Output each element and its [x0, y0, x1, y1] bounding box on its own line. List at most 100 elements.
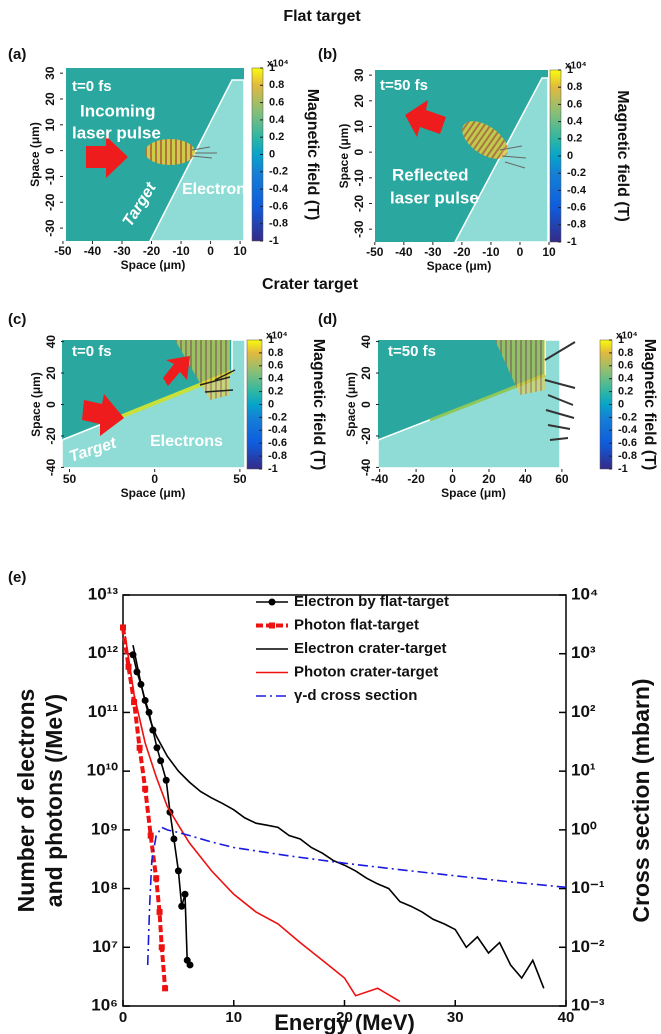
y2-tick-label: 10⁻³: [571, 995, 605, 1014]
colorbar-tick-label: -0.8: [269, 218, 288, 230]
y-tick-label: 30: [43, 66, 57, 80]
panel-label: (c): [8, 311, 26, 328]
panel-label: (b): [318, 46, 337, 63]
colorbar-scale: x10⁴: [565, 61, 587, 72]
colorbar-tick-label: 0.2: [268, 386, 283, 398]
field-image: [375, 70, 549, 243]
y-tick-label: -20: [44, 427, 58, 445]
section-title: Crater target: [262, 276, 359, 293]
x-axis-label: Space (μm): [121, 486, 186, 500]
annotation: Electron: [182, 181, 246, 198]
annotation: Reflected: [392, 165, 469, 184]
colorbar-tick-label: -0.4: [269, 183, 289, 195]
colorbar-label: Magnetic field (T): [310, 339, 327, 471]
colorbar-tick-label: 1: [268, 334, 274, 346]
marker: [156, 908, 163, 915]
section-title: Flat target: [283, 8, 361, 25]
panel-label: (d): [318, 311, 337, 328]
y2-tick-label: 10⁻²: [571, 937, 605, 956]
colorbar-tick-label: -0.8: [268, 450, 287, 462]
colorbar-tick-label: -0.6: [268, 437, 287, 449]
y-tick-label: -20: [359, 427, 373, 445]
x-tick-label: -50: [54, 244, 72, 258]
colorbar-tick-label: 0.4: [269, 114, 285, 126]
legend-label: Electron crater-target: [294, 640, 447, 657]
colorbar-tick-label: -1: [269, 235, 279, 247]
marker: [131, 699, 138, 706]
marker: [157, 757, 165, 765]
colorbar-tick-label: 1: [269, 62, 275, 74]
series-line: [121, 627, 168, 989]
y-tick-label: 10¹²: [88, 643, 119, 662]
colorbar-tick-label: 0.8: [567, 81, 582, 93]
marker: [174, 867, 182, 875]
y-tick-label: 0: [43, 147, 57, 154]
x-tick-label: 0: [207, 244, 214, 258]
y-tick-label: 0: [359, 401, 373, 408]
colorbar-tick-label: -0.2: [567, 167, 586, 179]
colorbar-label: Magnetic field (T): [614, 90, 631, 222]
series-line: [124, 635, 401, 1003]
x-tick-label: -40: [371, 472, 389, 486]
y-tick-label: 10⁷: [92, 937, 118, 956]
annotation: laser pulse: [72, 123, 161, 142]
time-label: t=0 fs: [72, 343, 112, 360]
y2-tick-label: 10¹: [571, 761, 596, 780]
colorbar-tick-label: 0.6: [269, 97, 284, 109]
colorbar-tick-label: 0.8: [268, 347, 283, 359]
x-tick-label: 60: [555, 472, 569, 486]
x-tick-label: 10: [225, 1009, 242, 1026]
y-tick-label: 10¹¹: [88, 702, 119, 721]
x-tick-label: 0: [119, 1009, 127, 1026]
marker: [153, 875, 160, 882]
annotation: Incoming: [80, 101, 156, 120]
y2-tick-label: 10²: [571, 702, 596, 721]
colorbar-tick-label: 0.8: [269, 79, 284, 91]
x-tick-label: -20: [407, 472, 425, 486]
marker: [158, 944, 165, 951]
y-tick-label: 10⁹: [91, 819, 118, 838]
colorbar-tick-label: 0.4: [618, 373, 634, 385]
time-label: t=0 fs: [72, 78, 112, 95]
colorbar-tick-label: 0.6: [618, 360, 633, 372]
x-tick-label: 0: [517, 245, 524, 259]
marker: [125, 663, 132, 670]
colorbar-tick-label: 0.8: [618, 347, 633, 359]
y-tick-label: -40: [359, 458, 373, 476]
annotation: Electrons: [150, 433, 223, 450]
colorbar-tick-label: -1: [268, 463, 278, 475]
colorbar-tick-label: -0.6: [618, 437, 637, 449]
time-label: t=50 fs: [380, 77, 428, 94]
colorbar-tick-label: -1: [567, 236, 577, 248]
y-tick-label: 10⁸: [91, 878, 118, 897]
marker: [147, 832, 154, 839]
y2-axis-label: Cross section (mbarn): [628, 678, 654, 922]
y-tick-label: 10¹⁰: [87, 761, 119, 780]
x-tick-label: -40: [84, 244, 102, 258]
x-tick-label: 20: [336, 1009, 353, 1026]
colorbar-tick-label: -0.6: [269, 200, 288, 212]
colorbar-tick-label: 0.2: [618, 386, 633, 398]
marker: [162, 776, 170, 784]
y-tick-label: -40: [44, 458, 58, 476]
legend-label: γ-d cross section: [294, 687, 417, 704]
y-tick-label: -30: [352, 220, 366, 238]
y-axis-label: Space (μm): [337, 124, 351, 189]
y-tick-label: 40: [44, 335, 58, 349]
x-tick-label: 40: [519, 472, 533, 486]
marker: [178, 902, 186, 910]
y-tick-label: -20: [352, 194, 366, 212]
y-tick-label: 20: [43, 92, 57, 106]
legend-marker: [268, 598, 276, 606]
colorbar-label: Magnetic field (T): [641, 339, 658, 471]
y2-tick-label: 10⁻¹: [571, 878, 605, 897]
colorbar-tick-label: 1: [618, 334, 624, 346]
colorbar-tick-label: -1: [618, 463, 628, 475]
colorbar-scale: x10⁴: [267, 59, 289, 70]
y-tick-label: 10¹³: [88, 584, 119, 603]
colorbar-tick-label: 0.6: [268, 360, 283, 372]
colorbar-tick-label: -0.8: [567, 219, 586, 231]
annotation: laser pulse: [390, 188, 479, 207]
x-tick-label: -10: [172, 244, 190, 258]
y-tick-label: -30: [43, 219, 57, 237]
